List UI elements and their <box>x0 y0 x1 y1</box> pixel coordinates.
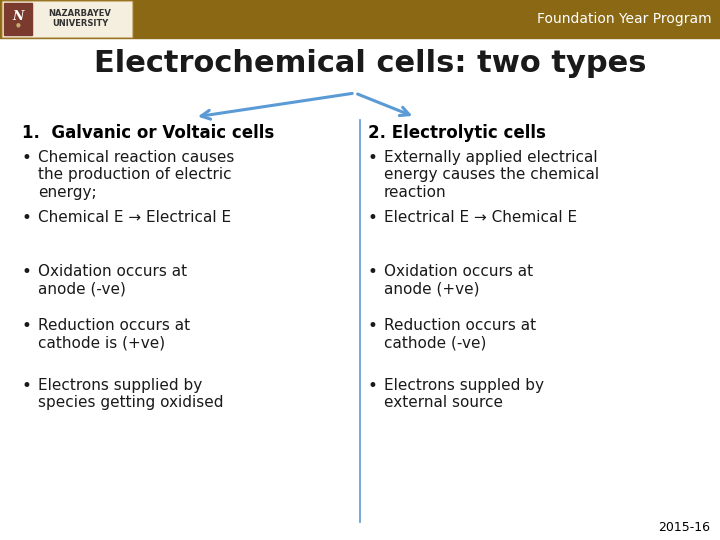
Text: Oxidation occurs at
anode (+ve): Oxidation occurs at anode (+ve) <box>384 264 533 296</box>
Text: Electrons supplied by
species getting oxidised: Electrons supplied by species getting ox… <box>38 378 223 410</box>
Bar <box>3 2 131 36</box>
Text: Electrons suppled by
external source: Electrons suppled by external source <box>384 378 544 410</box>
Text: •: • <box>368 209 378 227</box>
Text: •: • <box>368 263 378 281</box>
Text: ●: ● <box>16 23 20 28</box>
Bar <box>0 0 720 38</box>
Text: •: • <box>22 209 32 227</box>
Bar <box>2 1 132 37</box>
Text: •: • <box>22 377 32 395</box>
Text: UNIVERSITY: UNIVERSITY <box>52 19 108 29</box>
Text: Electrical E → Chemical E: Electrical E → Chemical E <box>384 210 577 225</box>
Text: 2015-16: 2015-16 <box>658 521 710 534</box>
Text: Externally applied electrical
energy causes the chemical
reaction: Externally applied electrical energy cau… <box>384 150 599 200</box>
Text: •: • <box>22 149 32 167</box>
Text: NAZARBAYEV: NAZARBAYEV <box>48 10 112 18</box>
Text: •: • <box>22 263 32 281</box>
FancyBboxPatch shape <box>4 3 32 35</box>
Text: Foundation Year Program: Foundation Year Program <box>537 12 712 26</box>
Text: Electrochemical cells: two types: Electrochemical cells: two types <box>94 49 647 78</box>
Text: 1.  Galvanic or Voltaic cells: 1. Galvanic or Voltaic cells <box>22 124 274 142</box>
Text: •: • <box>368 149 378 167</box>
Text: •: • <box>22 317 32 335</box>
Text: 2. Electrolytic cells: 2. Electrolytic cells <box>368 124 546 142</box>
Text: Oxidation occurs at
anode (-ve): Oxidation occurs at anode (-ve) <box>38 264 187 296</box>
Text: •: • <box>368 317 378 335</box>
Text: Chemical E → Electrical E: Chemical E → Electrical E <box>38 210 231 225</box>
Text: Chemical reaction causes
the production of electric
energy;: Chemical reaction causes the production … <box>38 150 235 200</box>
Text: N: N <box>12 10 24 23</box>
Text: •: • <box>368 377 378 395</box>
Text: Reduction occurs at
cathode (-ve): Reduction occurs at cathode (-ve) <box>384 318 536 350</box>
Text: Reduction occurs at
cathode is (+ve): Reduction occurs at cathode is (+ve) <box>38 318 190 350</box>
